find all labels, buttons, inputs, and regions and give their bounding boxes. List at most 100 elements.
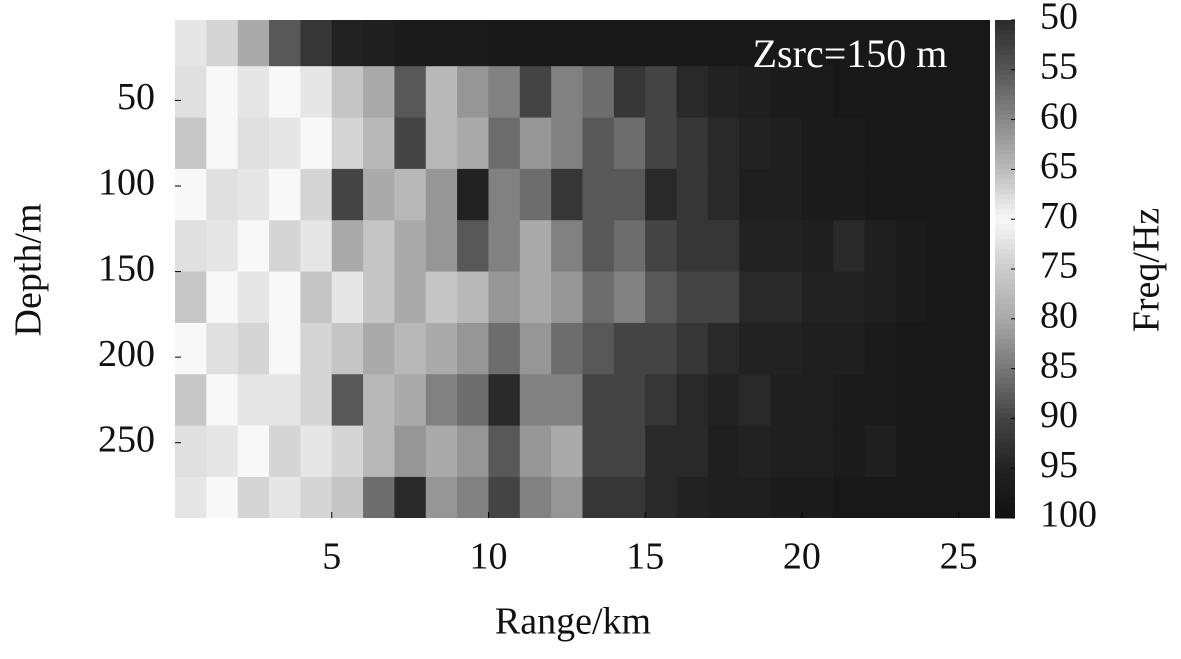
heatmap-cell [833, 425, 866, 478]
colorbar-swatch [995, 114, 1015, 121]
heatmap-cell [300, 271, 333, 324]
heatmap-cell [300, 425, 333, 478]
heatmap-cell [551, 271, 583, 324]
heatmap-cell [300, 476, 333, 518]
heatmap-cell [206, 322, 239, 375]
y-tick-label: 250 [98, 418, 155, 460]
heatmap [175, 20, 990, 518]
heatmap-cell [676, 20, 709, 67]
heatmap-cell [425, 66, 458, 119]
colorbar-swatch [995, 438, 1015, 444]
heatmap-cell [331, 322, 364, 375]
heatmap-cell [770, 168, 803, 221]
colorbar-swatch [995, 283, 1015, 290]
colorbar-swatch [995, 229, 1015, 235]
heatmap-cell [206, 66, 239, 119]
colorbar-swatch [995, 24, 1015, 31]
heatmap-cell [864, 374, 897, 427]
heatmap-cell [300, 322, 333, 375]
heatmap-cell [613, 322, 646, 375]
heatmap-cell [206, 476, 239, 518]
colorbar-swatch [995, 39, 1015, 46]
heatmap-cell [394, 168, 427, 221]
heatmap-cell [457, 66, 489, 119]
colorbar-swatch [995, 64, 1015, 71]
heatmap-cell [331, 66, 364, 119]
colorbar-swatch [995, 318, 1015, 325]
heatmap-cell [425, 271, 458, 324]
heatmap-cell [175, 425, 207, 478]
heatmap-cell [519, 220, 552, 273]
colorbar-swatch [995, 348, 1015, 355]
colorbar-swatch [995, 323, 1015, 330]
heatmap-cell [425, 117, 458, 170]
heatmap-cell [488, 322, 521, 375]
heatmap-cell [927, 322, 960, 375]
heatmap-cell [645, 322, 678, 375]
heatmap-cell [958, 476, 990, 518]
heatmap-cell [645, 66, 678, 119]
heatmap-cell [833, 117, 866, 170]
heatmap-cell [551, 374, 583, 427]
colorbar-swatch [995, 169, 1015, 175]
colorbar-swatch [995, 84, 1015, 91]
heatmap-cell [707, 117, 740, 170]
heatmap-cell [895, 374, 928, 427]
heatmap-cell [394, 20, 427, 67]
colorbar-swatch [995, 433, 1015, 439]
heatmap-cell [237, 168, 270, 221]
heatmap-cell [801, 168, 834, 221]
colorbar-label: Freq/Hz [1126, 208, 1168, 333]
heatmap-cell [300, 168, 333, 221]
heatmap-cell [958, 271, 990, 324]
heatmap-cell [363, 425, 395, 478]
heatmap-cell [864, 117, 897, 170]
heatmap-cell [707, 20, 740, 67]
heatmap-cell [237, 425, 270, 478]
heatmap-cell [269, 271, 301, 324]
heatmap-cell [645, 374, 678, 427]
colorbar-swatch [995, 164, 1015, 170]
colorbar-swatch [995, 214, 1015, 220]
heatmap-cell [864, 168, 897, 221]
heatmap-cell [269, 117, 301, 170]
heatmap-cell [394, 66, 427, 119]
heatmap-cell [269, 20, 301, 67]
heatmap-cell [394, 476, 427, 518]
heatmap-cell [457, 220, 489, 273]
heatmap-cell [425, 220, 458, 273]
heatmap-cell [457, 271, 489, 324]
heatmap-cell [645, 168, 678, 221]
colorbar-swatch [995, 293, 1015, 300]
heatmap-cell [833, 476, 866, 518]
colorbar-swatch [995, 259, 1015, 265]
colorbar-swatch [995, 159, 1015, 165]
colorbar-swatch [995, 224, 1015, 230]
heatmap-cell [645, 271, 678, 324]
heatmap-cell [645, 20, 678, 67]
heatmap-cell [895, 476, 928, 518]
colorbar-swatch [995, 503, 1015, 509]
heatmap-cell [739, 66, 772, 119]
heatmap-cell [331, 271, 364, 324]
heatmap-cell [739, 271, 772, 324]
heatmap-cell [613, 425, 646, 478]
colorbar-swatch [995, 473, 1015, 479]
heatmap-cell [927, 476, 960, 518]
heatmap-cell [833, 322, 866, 375]
heatmap-cell [457, 20, 489, 67]
heatmap-cell [676, 220, 709, 273]
heatmap-cell [519, 374, 552, 427]
colorbar-swatch [995, 124, 1015, 131]
heatmap-cell [300, 220, 333, 273]
heatmap-cell [833, 220, 866, 273]
heatmap-cell [927, 20, 960, 67]
colorbar-swatch [995, 493, 1015, 499]
heatmap-cell [613, 374, 646, 427]
colorbar-swatch [995, 403, 1015, 409]
heatmap-cell [676, 168, 709, 221]
colorbar-swatch [995, 448, 1015, 454]
colorbar-tick-label: 65 [1040, 145, 1078, 187]
heatmap-cell [927, 425, 960, 478]
heatmap-cell [488, 476, 521, 518]
